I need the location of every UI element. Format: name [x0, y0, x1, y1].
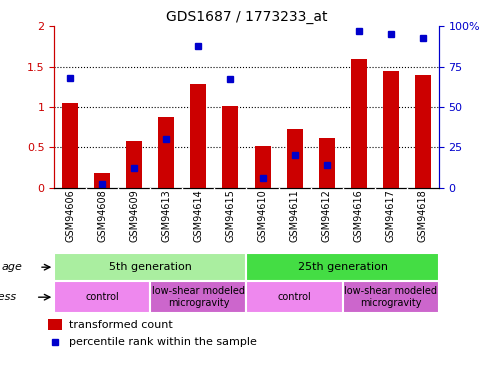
Text: stress: stress — [0, 292, 17, 302]
Bar — [343, 281, 439, 313]
Title: GDS1687 / 1773233_at: GDS1687 / 1773233_at — [166, 10, 327, 24]
Text: GSM94616: GSM94616 — [353, 189, 364, 242]
Text: low-shear modeled
microgravity: low-shear modeled microgravity — [152, 286, 245, 308]
Bar — [286, 129, 303, 188]
Text: low-shear modeled
microgravity: low-shear modeled microgravity — [344, 286, 437, 308]
Text: control: control — [85, 292, 119, 302]
Bar — [222, 106, 239, 188]
Text: GSM94615: GSM94615 — [225, 189, 236, 242]
Text: transformed count: transformed count — [69, 320, 172, 330]
Bar — [54, 253, 246, 281]
Bar — [62, 103, 78, 188]
Text: GSM94609: GSM94609 — [129, 189, 140, 242]
Text: 5th generation: 5th generation — [109, 262, 192, 272]
Bar — [351, 58, 367, 188]
Text: percentile rank within the sample: percentile rank within the sample — [69, 337, 256, 347]
Bar — [54, 281, 150, 313]
Text: age: age — [1, 262, 22, 272]
Text: control: control — [278, 292, 312, 302]
Bar — [415, 75, 431, 188]
Text: GSM94610: GSM94610 — [257, 189, 268, 242]
Bar — [150, 281, 246, 313]
Bar — [94, 173, 110, 188]
Bar — [246, 281, 343, 313]
Bar — [48, 319, 62, 330]
Bar — [383, 70, 399, 188]
Bar — [246, 253, 439, 281]
Text: GSM94606: GSM94606 — [65, 189, 75, 242]
Text: GSM94614: GSM94614 — [193, 189, 204, 242]
Text: GSM94618: GSM94618 — [418, 189, 428, 242]
Text: GSM94611: GSM94611 — [289, 189, 300, 242]
Text: GSM94612: GSM94612 — [321, 189, 332, 242]
Bar — [318, 138, 335, 188]
Text: GSM94608: GSM94608 — [97, 189, 107, 242]
Bar — [158, 117, 175, 188]
Bar — [254, 146, 271, 188]
Bar — [126, 141, 142, 188]
Text: GSM94613: GSM94613 — [161, 189, 172, 242]
Text: GSM94617: GSM94617 — [386, 189, 396, 242]
Bar — [190, 84, 207, 188]
Text: 25th generation: 25th generation — [298, 262, 387, 272]
